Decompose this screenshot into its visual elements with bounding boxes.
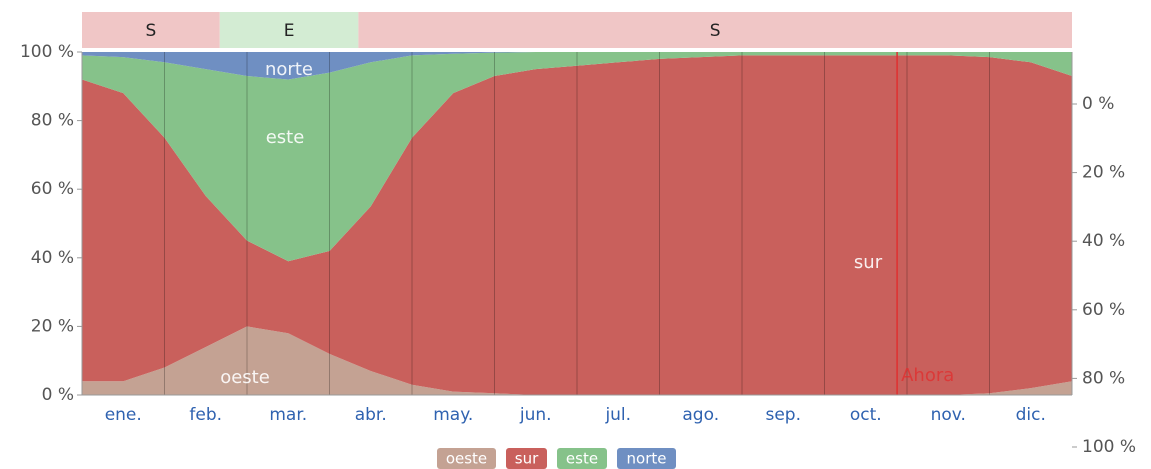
y-tick-label: 20 % (31, 316, 74, 336)
y-tick-label: 60 % (31, 179, 74, 199)
series-label: oeste (220, 367, 270, 388)
legend-swatch (617, 448, 676, 469)
x-tick-label: ago. (682, 405, 719, 425)
dominant-band (358, 12, 1072, 48)
legend-swatch (437, 448, 496, 469)
area-0 (82, 326, 1072, 395)
dominant-band (82, 12, 220, 48)
x-tick-label: jul. (604, 405, 631, 425)
x-tick-label: sep. (765, 405, 801, 425)
y2-tick-label: 80 % (1082, 368, 1125, 388)
series-label: sur (854, 252, 883, 273)
x-tick-label: abr. (355, 405, 387, 425)
legend-label: oeste (446, 450, 487, 468)
y2-tick-label: 20 % (1082, 163, 1125, 183)
legend-label: sur (515, 450, 539, 468)
y2-tick-label: 0 % (1082, 94, 1114, 114)
y-tick-label: 0 % (42, 385, 74, 405)
legend-swatch (506, 448, 547, 469)
x-tick-label: jun. (519, 405, 552, 425)
area-3 (82, 52, 1072, 80)
x-tick-label: dic. (1016, 405, 1046, 425)
y2-tick-label: 60 % (1082, 300, 1125, 320)
y2-tick-label: 100 % (1082, 437, 1136, 457)
x-tick-label: mar. (269, 405, 307, 425)
y-tick-label: 80 % (31, 111, 74, 131)
y-tick-label: 40 % (31, 248, 74, 268)
series-label: este (266, 127, 305, 148)
legend-label: norte (627, 450, 667, 468)
x-tick-label: feb. (189, 405, 222, 425)
x-tick-label: ene. (105, 405, 142, 425)
legend-swatch (557, 448, 607, 469)
dominant-label: S (145, 21, 156, 41)
series-label: norte (265, 59, 313, 80)
now-label: Ahora (901, 365, 954, 386)
x-tick-label: may. (433, 405, 473, 425)
legend-label: este (566, 450, 598, 468)
y-tick-label: 100 % (20, 42, 74, 62)
x-tick-label: oct. (850, 405, 882, 425)
y2-tick-label: 40 % (1082, 231, 1125, 251)
dominant-band (219, 12, 359, 48)
x-tick-label: nov. (931, 405, 966, 425)
area-2 (82, 52, 1072, 262)
area-1 (82, 55, 1072, 396)
dominant-label: E (284, 21, 295, 41)
dominant-label: S (710, 21, 721, 41)
